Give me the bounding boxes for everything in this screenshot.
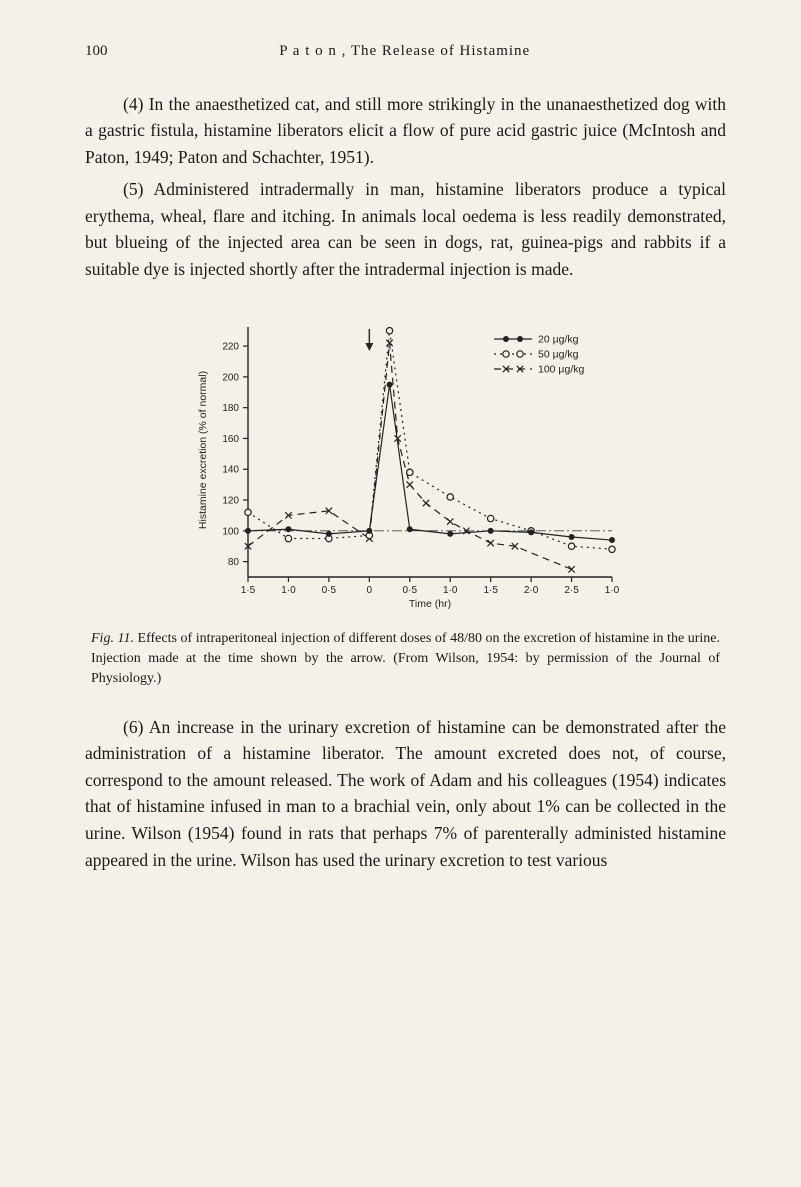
svg-text:1·5: 1·5 [240,585,255,596]
svg-text:0·5: 0·5 [402,585,417,596]
paragraph-5-text: (5) Administered intradermally in man, h… [85,179,726,279]
svg-text:100 µg/kg: 100 µg/kg [538,363,584,375]
svg-text:120: 120 [222,495,239,506]
svg-text:50 µg/kg: 50 µg/kg [538,348,579,360]
svg-text:100: 100 [222,526,239,537]
paragraph-4-text: (4) In the anaesthetized cat, and still … [85,94,726,167]
svg-text:0·5: 0·5 [321,585,336,596]
paragraph-5: (5) Administered intradermally in man, h… [85,176,726,282]
svg-text:80: 80 [227,557,239,568]
chart-svg: 80 100 120 140 160 180 200 220 1·5 1·0 0·5 0 0·5 1·0 1… [186,309,626,619]
svg-text:0: 0 [366,585,372,596]
svg-text:20 µg/kg: 20 µg/kg [538,333,579,345]
caption-label: Fig. 11. [91,631,134,646]
svg-text:Time (hr): Time (hr) [408,598,450,610]
svg-text:220: 220 [222,341,239,352]
svg-text:160: 160 [222,434,239,445]
svg-text:1·5: 1·5 [483,585,498,596]
figure-11-chart: 80 100 120 140 160 180 200 220 1·5 1·0 0·5 0 0·5 1·0 1… [85,309,726,619]
running-head: P a t o n , The Release of Histamine [279,40,530,63]
svg-text:140: 140 [222,464,239,475]
page-header: 100 P a t o n , The Release of Histamine [85,40,726,63]
page-number: 100 [85,40,108,63]
svg-text:1·0: 1·0 [604,585,619,596]
paragraph-6: (6) An increase in the urinary excretion… [85,714,726,874]
svg-text:1·0: 1·0 [442,585,457,596]
svg-text:180: 180 [222,403,239,414]
svg-text:1·0: 1·0 [281,585,296,596]
svg-text:2·0: 2·0 [523,585,538,596]
svg-text:200: 200 [222,372,239,383]
svg-text:Histamine excretion (% of norm: Histamine excretion (% of normal) [197,371,209,529]
paragraph-6-text: (6) An increase in the urinary excretion… [85,717,726,870]
paragraph-4: (4) In the anaesthetized cat, and still … [85,91,726,171]
figure-11-caption: Fig. 11. Effects of intraperitoneal inje… [91,629,720,690]
svg-text:2·5: 2·5 [564,585,579,596]
caption-text: Effects of intraperitoneal injection of … [91,631,720,687]
